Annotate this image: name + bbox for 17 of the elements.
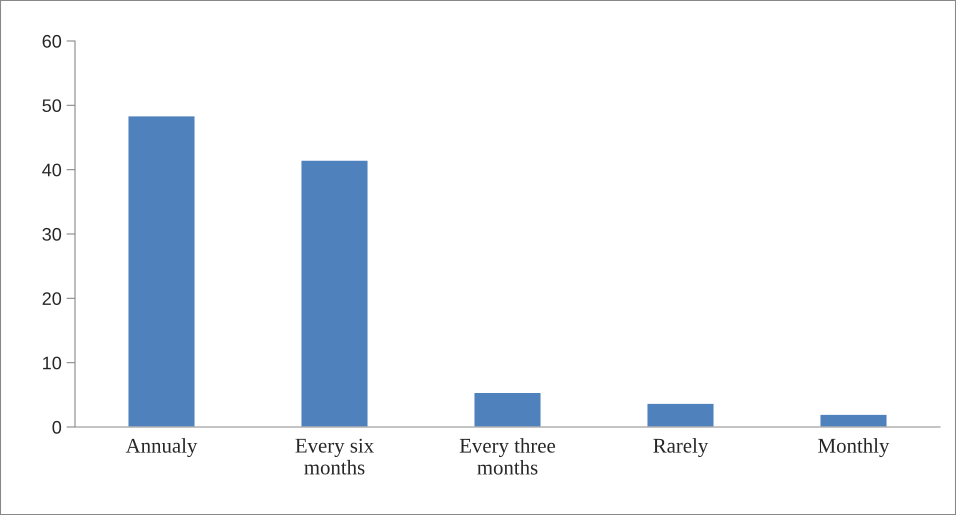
bar: [127, 114, 196, 427]
bar: [646, 402, 715, 427]
x-tick-label: Annualy: [126, 438, 198, 458]
x-tick-label: Monthly: [818, 438, 890, 458]
y-tick-label: 40: [42, 164, 62, 176]
y-tick-label: 0: [52, 420, 62, 434]
y-tick-label: 50: [42, 99, 62, 112]
bar: [473, 392, 542, 427]
bar: [819, 413, 888, 427]
x-tick-label: Every three months: [460, 438, 556, 475]
x-tick-label: Rarely: [653, 438, 708, 458]
y-tick-label: 10: [43, 356, 62, 370]
y-tick-label: 60: [42, 34, 62, 48]
y-tick-label: 30: [42, 228, 62, 241]
x-tick-label: Every six months: [295, 438, 374, 475]
bar: [300, 159, 369, 427]
y-tick-label: 20: [42, 292, 62, 306]
